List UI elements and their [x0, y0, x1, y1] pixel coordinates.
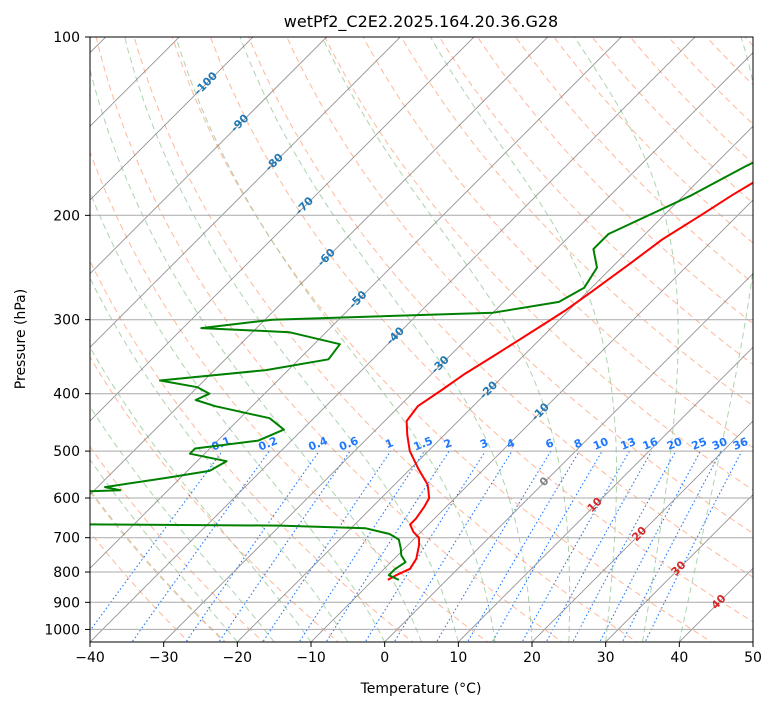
mixing-ratio-label: 16 — [641, 435, 660, 453]
isotherm-line — [90, 37, 328, 275]
moist-adiabat-line — [239, 37, 533, 642]
y-tick-label: 100 — [53, 30, 80, 46]
mixing-ratio-label: 10 — [591, 435, 610, 453]
x-axis-label: Temperature (°C) — [360, 681, 482, 697]
isotherm-line — [90, 37, 254, 201]
x-tick-label: −30 — [149, 650, 179, 666]
isobar-lines — [90, 37, 753, 630]
mixing-ratio-line — [393, 450, 513, 642]
mixing-ratio-label: 8 — [572, 436, 584, 451]
mixing-ratio-line — [185, 450, 320, 642]
moist-adiabat-line — [90, 405, 275, 642]
y-tick-label: 1000 — [44, 622, 80, 638]
isotherm-lines — [90, 37, 753, 642]
y-tick-label: 800 — [53, 565, 80, 581]
mixing-ratio-line — [572, 450, 677, 642]
moist-adiabat-line — [321, 37, 571, 642]
isotherm-line — [90, 37, 696, 642]
mixing-ratio-line — [325, 450, 450, 642]
axis-ticks: −40 −30 −20 −10 0 10 20 30 40 50 100 200 300 400 500 60… — [44, 30, 762, 666]
y-tick-label: 500 — [53, 444, 80, 460]
x-tick-label: −10 — [296, 650, 326, 666]
mixing-ratio-line — [466, 450, 580, 642]
x-tick-label: −40 — [75, 650, 105, 666]
y-tick-label: 200 — [53, 208, 80, 224]
dewpoint-profile-line — [90, 161, 753, 581]
x-tick-label: 50 — [744, 650, 762, 666]
moist-adiabat-line — [124, 37, 459, 642]
x-tick-label: −20 — [223, 650, 253, 666]
x-tick-label: 40 — [670, 650, 688, 666]
x-tick-label: 10 — [449, 650, 467, 666]
isotherm-line — [90, 37, 549, 496]
moist-adiabat-line — [175, 37, 496, 642]
mixing-ratio-label: 2 — [442, 436, 454, 451]
isotherm-line — [531, 420, 753, 642]
y-tick-label: 400 — [53, 387, 80, 403]
isotherm-line — [162, 52, 753, 642]
y-tick-label: 700 — [53, 531, 80, 547]
isotherm-line — [310, 199, 753, 642]
x-tick-label: 30 — [597, 650, 615, 666]
mixing-ratio-line — [621, 450, 722, 642]
y-axis-label: Pressure (hPa) — [13, 289, 29, 389]
x-tick-label: 0 — [380, 650, 389, 666]
dry-adiabat-line — [90, 259, 414, 642]
isotherm-line — [236, 125, 753, 642]
moist-adiabat-line — [678, 37, 753, 642]
isotherm-line — [383, 273, 753, 642]
mixing-ratio-label: 20 — [665, 435, 684, 453]
moist-adiabat-line — [573, 37, 679, 642]
mixing-ratio-label: 3 — [478, 436, 490, 451]
plot-frame — [89, 36, 754, 643]
mixing-ratio-line — [90, 450, 223, 632]
isotherm-line — [90, 37, 622, 569]
mixing-ratio-line — [218, 450, 351, 642]
isotherm-line — [90, 37, 401, 348]
isotherm-line — [90, 37, 475, 422]
moist-adiabat-line — [90, 276, 349, 642]
mixing-ratio-label: 1 — [383, 436, 395, 451]
moist-adiabat-line — [429, 37, 617, 642]
mixing-ratio-lines — [90, 450, 743, 642]
dry-adiabat-line — [90, 150, 489, 642]
mixing-ratio-label: 25 — [690, 435, 709, 453]
moist-adiabat-line — [90, 67, 422, 642]
temperature-profile-line — [387, 181, 753, 581]
chart-title: wetPf2_C2E2.2025.164.20.36.G28 — [284, 12, 558, 32]
moist-adiabat-line — [90, 190, 386, 642]
mixing-ratio-line — [262, 450, 392, 642]
x-tick-label: 20 — [523, 650, 541, 666]
sounding-series — [90, 161, 753, 581]
mixing-ratio-label: 30 — [710, 435, 729, 453]
mixing-ratio-label: 13 — [619, 435, 638, 453]
isotherm-line — [457, 346, 753, 642]
y-tick-label: 600 — [53, 491, 80, 507]
y-tick-label: 900 — [53, 595, 80, 611]
y-tick-label: 300 — [53, 313, 80, 329]
mixing-ratio-line — [599, 450, 701, 642]
mixing-ratio-label: 36 — [731, 435, 750, 453]
mixing-ratio-line — [298, 450, 425, 642]
isotherm-line — [604, 493, 753, 642]
mixing-ratio-line — [131, 450, 270, 642]
